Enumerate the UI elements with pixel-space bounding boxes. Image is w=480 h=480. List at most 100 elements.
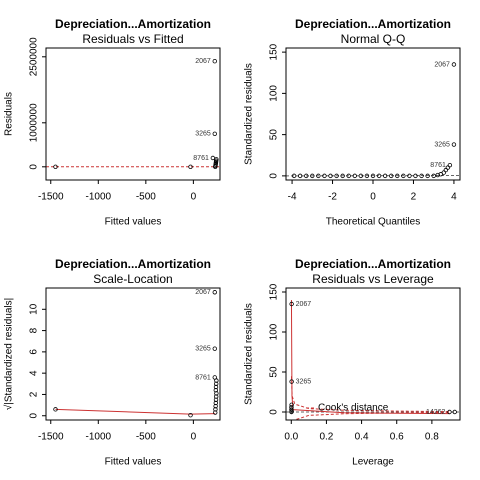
y-tick-label: 100 [269,85,280,102]
y-tick-label: 50 [269,366,280,378]
point [310,173,315,179]
x-tick-label: 4 [451,192,457,203]
chart-title: Depreciation...Amortization [55,17,211,31]
point [188,164,193,169]
reference-line [290,376,450,413]
point [212,346,217,351]
x-tick-label: 0.2 [319,432,333,443]
point-label: 8761 [195,374,211,381]
x-tick-label: 0 [370,192,376,203]
point [452,409,457,415]
y-axis-label: Residuals [4,92,15,136]
x-tick-label: 0.4 [355,432,369,443]
point [316,173,321,179]
chart-subtitle: Scale-Location [93,272,172,286]
x-axis-label: Fitted values [105,217,162,228]
point [212,59,217,64]
chart-title: Depreciation...Amortization [295,17,451,31]
point [291,173,297,179]
point [328,173,333,179]
point [289,405,294,410]
x-tick-label: -4 [288,192,297,203]
point [352,173,357,179]
point-label: 3265 [195,346,211,353]
point [53,164,58,169]
chart-subtitle: Residuals vs Leverage [312,272,434,286]
point-label: 3265 [296,378,312,385]
x-tick-label: 0.6 [390,432,404,443]
x-tick-label: 0 [191,432,197,443]
y-tick-label: 0 [29,164,40,170]
point [431,173,436,179]
point [382,173,388,179]
point [364,173,370,179]
y-tick-label: 0 [269,173,280,179]
point-label: 2067 [195,58,211,65]
chart-title: Depreciation...Amortization [295,257,451,271]
point-label: 3265 [434,141,450,148]
y-axis-label: Standardized residuals [244,63,255,165]
plot-area [286,62,460,179]
x-tick-label: 0.0 [284,432,298,443]
chart-subtitle: Residuals vs Fitted [82,32,183,46]
point [340,173,345,179]
point [289,409,294,414]
point [419,173,424,179]
point [334,173,339,179]
point [346,173,351,179]
point [376,173,382,179]
y-tick-label: 8 [29,327,40,333]
point [447,409,452,415]
plot-area [53,290,219,418]
chart-title: Depreciation...Amortization [55,257,211,271]
x-tick-label: -2 [328,192,337,203]
x-tick-label: -1000 [86,432,112,443]
x-tick-label: 0.8 [425,432,439,443]
chart-subtitle: Normal Q-Q [341,32,406,46]
x-tick-label: -1500 [38,432,64,443]
point [322,173,327,179]
point [401,173,406,179]
point [451,142,457,147]
point-label: 2067 [195,289,211,296]
y-tick-label: 0 [269,409,280,415]
y-tick-label: 0 [29,413,40,419]
point [289,379,294,384]
x-axis-label: Theoretical Quantiles [326,217,421,228]
point [289,402,294,407]
point [289,301,294,307]
point-label: 2067 [434,61,450,68]
point [289,407,294,412]
x-tick-label: -500 [136,432,156,443]
point [447,162,453,168]
x-axis-label: Fitted values [105,457,162,468]
point [212,375,217,380]
y-tick-label: 10 [29,303,40,315]
x-tick-label: -500 [136,192,156,203]
point [389,173,394,179]
point [407,173,412,179]
point-label: 8761 [430,162,446,169]
y-tick-label: 2500000 [29,37,40,76]
plot-area [46,59,220,169]
point [188,413,193,418]
point [451,62,457,67]
point [425,173,430,179]
point [358,173,364,179]
x-tick-label: -1500 [38,192,64,203]
y-tick-label: 150 [269,283,280,300]
point [53,407,58,412]
y-tick-label: 4 [29,370,40,376]
point [370,173,376,179]
point [297,173,303,179]
point-label: 3265 [195,131,211,138]
y-tick-label: 2 [29,391,40,397]
plot-box [285,47,461,181]
y-axis-label: Standardized residuals [244,303,255,405]
x-axis-label: Leverage [352,457,394,468]
point [413,173,418,179]
legend-label: Cook's distance [318,403,389,414]
y-tick-label: 50 [269,129,280,141]
point-label: 2067 [296,301,312,308]
